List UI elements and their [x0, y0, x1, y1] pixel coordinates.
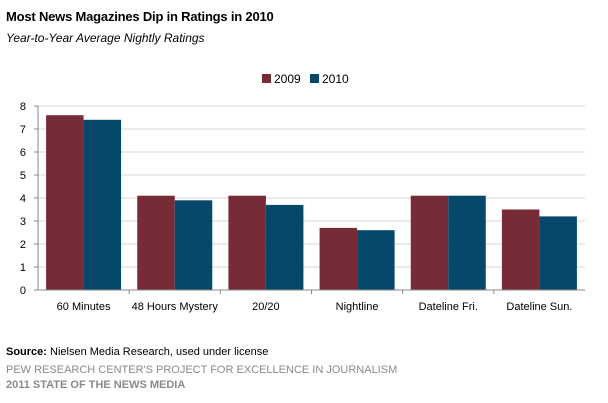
x-tick-label: Dateline Fri.	[419, 301, 478, 313]
y-tick-label: 0	[20, 285, 26, 297]
x-tick-label: 20/20	[252, 301, 280, 313]
bar-2009	[410, 195, 449, 290]
gridlines	[38, 105, 585, 268]
y-tick-label: 7	[20, 124, 26, 136]
legend: 2009 2010	[262, 72, 349, 86]
bars	[46, 115, 577, 290]
x-tick-label: 48 Hours Mystery	[132, 301, 219, 313]
footer-report: 2011 STATE OF THE NEWS MEDIA	[6, 379, 186, 391]
y-tick-label: 2	[20, 239, 26, 251]
legend-swatch-2009	[262, 74, 271, 83]
bar-2010	[539, 216, 577, 290]
y-tick-label: 5	[20, 170, 26, 182]
bar-2009	[137, 195, 175, 290]
bar-2010	[83, 119, 122, 290]
x-axis: 60 Minutes 48 Hours Mystery 20/20 Nightline…	[38, 289, 585, 313]
source-note: Source: Nielsen Media Research, used und…	[6, 346, 268, 358]
bar-2010	[174, 200, 213, 290]
bar-2009	[319, 227, 358, 290]
bar-2010	[448, 195, 486, 290]
chart-title: Most News Magazines Dip in Ratings in 20…	[6, 9, 274, 24]
bar-2009	[501, 209, 540, 290]
y-tick-label: 1	[20, 262, 26, 274]
footer-organization: PEW RESEARCH CENTER'S PROJECT FOR EXCELL…	[6, 364, 398, 376]
bar-2010	[357, 230, 395, 290]
bar-2010	[265, 204, 304, 290]
x-tick-label: 60 Minutes	[57, 301, 111, 313]
y-tick-label: 4	[20, 193, 26, 205]
bar-2009	[46, 115, 84, 290]
bar-2009	[228, 195, 266, 290]
y-tick-label: 3	[20, 216, 26, 228]
chart-subtitle: Year-to-Year Average Nightly Ratings	[6, 31, 205, 45]
y-tick-label: 6	[20, 147, 26, 159]
x-tick-label: Dateline Sun.	[506, 301, 572, 313]
x-tick-label: Nightline	[336, 301, 379, 313]
source-text: Nielsen Media Research, used under licen…	[46, 346, 269, 358]
y-axis: 0 1 2 3 4 5 6 7 8	[20, 101, 39, 297]
legend-label: 2010	[322, 72, 349, 86]
legend-label: 2009	[274, 72, 301, 86]
y-tick-label: 8	[20, 101, 26, 113]
bar-chart: 2009 2010 0 1 2 3 4 5 6 7 8 60 Minutes 48 Hours My…	[20, 72, 585, 313]
legend-swatch-2010	[310, 74, 319, 83]
source-label: Source:	[6, 346, 47, 358]
